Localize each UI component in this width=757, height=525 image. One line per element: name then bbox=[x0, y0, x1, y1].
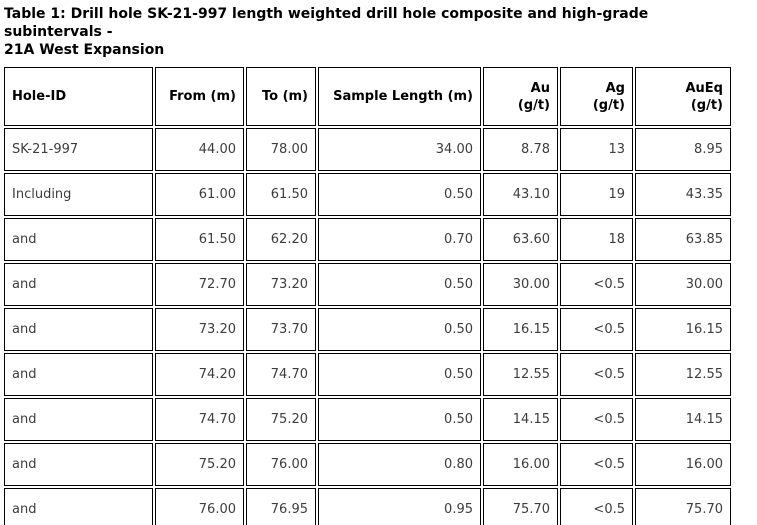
table-cell-hole-id: SK-21-997 bbox=[4, 128, 153, 171]
table-cell-aueq-gpt: 14.15 bbox=[635, 398, 731, 441]
table-cell-ag-gpt: <0.5 bbox=[560, 443, 633, 486]
table-body: SK-21-997 44.00 78.00 34.00 8.78 13 8.95 Includ… bbox=[4, 128, 731, 525]
table-cell-au-gpt: 30.00 bbox=[483, 263, 558, 306]
table-cell-ag-gpt: 18 bbox=[560, 218, 633, 261]
table-cell-from-m: 61.50 bbox=[155, 218, 244, 261]
table-cell-sample-length-m: 0.95 bbox=[318, 488, 481, 525]
column-header-au-gpt: Au (g/t) bbox=[483, 67, 558, 126]
table-cell-from-m: 76.00 bbox=[155, 488, 244, 525]
table-cell-hole-id: and bbox=[4, 398, 153, 441]
table-cell-aueq-gpt: 30.00 bbox=[635, 263, 731, 306]
table-row: and 74.70 75.20 0.50 14.15 <0.5 14.15 bbox=[4, 398, 731, 441]
table-cell-au-gpt: 14.15 bbox=[483, 398, 558, 441]
table-cell-ag-gpt: 13 bbox=[560, 128, 633, 171]
table-cell-to-m: 78.00 bbox=[246, 128, 316, 171]
table-cell-aueq-gpt: 43.35 bbox=[635, 173, 731, 216]
table-cell-sample-length-m: 0.50 bbox=[318, 263, 481, 306]
table-cell-aueq-gpt: 12.55 bbox=[635, 353, 731, 396]
table-cell-hole-id: and bbox=[4, 308, 153, 351]
table-cell-to-m: 76.95 bbox=[246, 488, 316, 525]
table-cell-ag-gpt: <0.5 bbox=[560, 308, 633, 351]
table-row: and 61.50 62.20 0.70 63.60 18 63.85 bbox=[4, 218, 731, 261]
table-cell-from-m: 73.20 bbox=[155, 308, 244, 351]
table-cell-from-m: 74.20 bbox=[155, 353, 244, 396]
table-row: Including 61.00 61.50 0.50 43.10 19 43.35 bbox=[4, 173, 731, 216]
table-title-line-2: 21A West Expansion bbox=[4, 42, 165, 58]
table-title: Table 1: Drill hole SK-21-997 length wei… bbox=[4, 5, 744, 59]
table-cell-aueq-gpt: 63.85 bbox=[635, 218, 731, 261]
table-cell-sample-length-m: 0.50 bbox=[318, 398, 481, 441]
table-cell-to-m: 73.20 bbox=[246, 263, 316, 306]
table-cell-sample-length-m: 0.70 bbox=[318, 218, 481, 261]
table-row: and 73.20 73.70 0.50 16.15 <0.5 16.15 bbox=[4, 308, 731, 351]
table-cell-au-gpt: 12.55 bbox=[483, 353, 558, 396]
table-cell-sample-length-m: 34.00 bbox=[318, 128, 481, 171]
table-cell-sample-length-m: 0.50 bbox=[318, 308, 481, 351]
table-cell-hole-id: and bbox=[4, 218, 153, 261]
table-cell-au-gpt: 43.10 bbox=[483, 173, 558, 216]
table-cell-from-m: 74.70 bbox=[155, 398, 244, 441]
table-cell-from-m: 44.00 bbox=[155, 128, 244, 171]
column-header-sample-length-m: Sample Length (m) bbox=[318, 67, 481, 126]
table-row: SK-21-997 44.00 78.00 34.00 8.78 13 8.95 bbox=[4, 128, 731, 171]
table-cell-hole-id: and bbox=[4, 263, 153, 306]
table-cell-from-m: 72.70 bbox=[155, 263, 244, 306]
column-header-to-m: To (m) bbox=[246, 67, 316, 126]
table-cell-to-m: 62.20 bbox=[246, 218, 316, 261]
table-cell-to-m: 74.70 bbox=[246, 353, 316, 396]
table-cell-au-gpt: 8.78 bbox=[483, 128, 558, 171]
table-cell-aueq-gpt: 75.70 bbox=[635, 488, 731, 525]
table-cell-au-gpt: 16.15 bbox=[483, 308, 558, 351]
table-cell-sample-length-m: 0.50 bbox=[318, 353, 481, 396]
table-cell-ag-gpt: <0.5 bbox=[560, 488, 633, 525]
table-cell-ag-gpt: 19 bbox=[560, 173, 633, 216]
column-header-hole-id: Hole-ID bbox=[4, 67, 153, 126]
table-cell-sample-length-m: 0.80 bbox=[318, 443, 481, 486]
table-cell-ag-gpt: <0.5 bbox=[560, 263, 633, 306]
table-title-line-1: Table 1: Drill hole SK-21-997 length wei… bbox=[4, 6, 649, 40]
table-cell-au-gpt: 16.00 bbox=[483, 443, 558, 486]
table-cell-hole-id: Including bbox=[4, 173, 153, 216]
table-row: and 76.00 76.95 0.95 75.70 <0.5 75.70 bbox=[4, 488, 731, 525]
table-row: and 74.20 74.70 0.50 12.55 <0.5 12.55 bbox=[4, 353, 731, 396]
table-cell-sample-length-m: 0.50 bbox=[318, 173, 481, 216]
table-cell-aueq-gpt: 8.95 bbox=[635, 128, 731, 171]
table-cell-to-m: 75.20 bbox=[246, 398, 316, 441]
table-cell-au-gpt: 63.60 bbox=[483, 218, 558, 261]
column-header-ag-gpt: Ag (g/t) bbox=[560, 67, 633, 126]
table-row: and 75.20 76.00 0.80 16.00 <0.5 16.00 bbox=[4, 443, 731, 486]
table-cell-ag-gpt: <0.5 bbox=[560, 353, 633, 396]
table-cell-aueq-gpt: 16.15 bbox=[635, 308, 731, 351]
table-cell-ag-gpt: <0.5 bbox=[560, 398, 633, 441]
table-cell-from-m: 75.20 bbox=[155, 443, 244, 486]
table-cell-to-m: 73.70 bbox=[246, 308, 316, 351]
header-row: Hole-ID From (m) To (m) Sample Length (m) Au… bbox=[4, 67, 731, 126]
table-cell-hole-id: and bbox=[4, 488, 153, 525]
table-row: and 72.70 73.20 0.50 30.00 <0.5 30.00 bbox=[4, 263, 731, 306]
table-cell-au-gpt: 75.70 bbox=[483, 488, 558, 525]
drill-results-table: Hole-ID From (m) To (m) Sample Length (m) Au… bbox=[2, 65, 733, 525]
column-header-from-m: From (m) bbox=[155, 67, 244, 126]
column-header-aueq-gpt: AuEq (g/t) bbox=[635, 67, 731, 126]
table-cell-hole-id: and bbox=[4, 353, 153, 396]
table-cell-to-m: 61.50 bbox=[246, 173, 316, 216]
table-cell-from-m: 61.00 bbox=[155, 173, 244, 216]
table-cell-to-m: 76.00 bbox=[246, 443, 316, 486]
table-cell-aueq-gpt: 16.00 bbox=[635, 443, 731, 486]
table-cell-hole-id: and bbox=[4, 443, 153, 486]
